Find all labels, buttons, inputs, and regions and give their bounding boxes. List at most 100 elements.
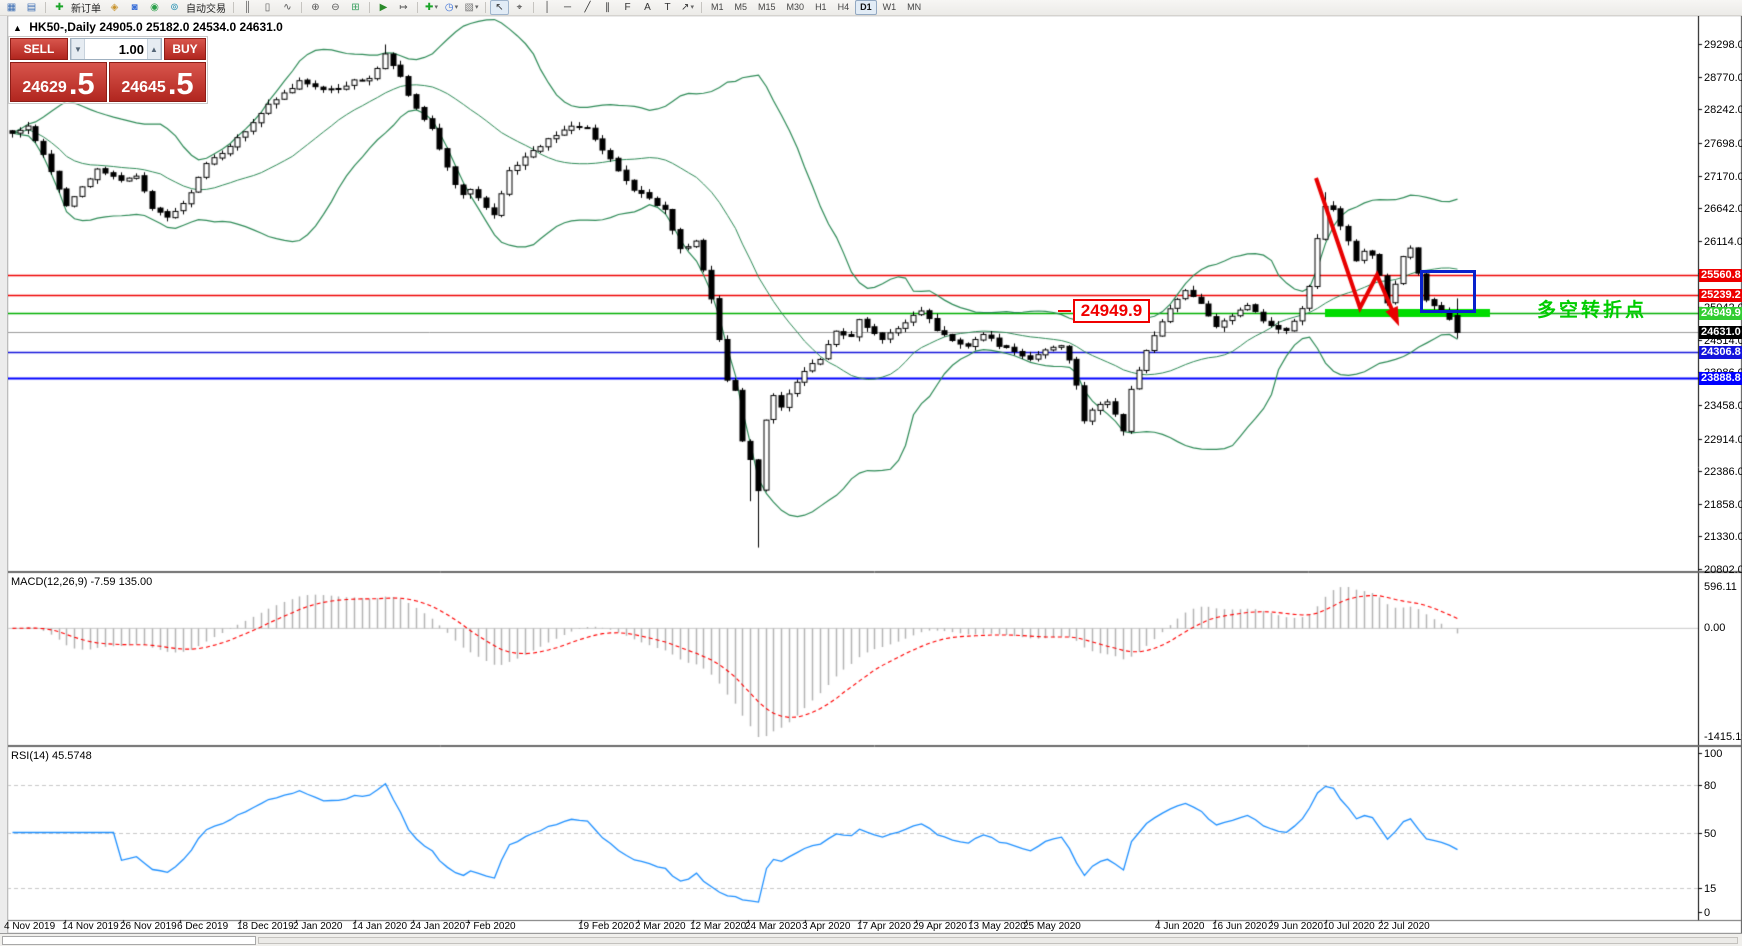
zoom-in-icon[interactable]: ⊕ [311, 2, 320, 13]
highlight-rectangle[interactable] [1420, 270, 1476, 313]
timeframe-button-m15[interactable]: M15 [758, 2, 776, 12]
price-axis-tick: 22914.0 [1704, 433, 1742, 446]
status-field-left [2, 936, 256, 945]
autotrading-label[interactable]: 自动交易 [186, 4, 226, 15]
navigator-icon[interactable]: ◈ [110, 2, 119, 13]
new-order-icon[interactable]: ✚ [55, 2, 64, 13]
equidistant-channel-icon[interactable]: ∥ [605, 2, 610, 13]
buy-price-main: 24645 [121, 79, 166, 96]
text-label-icon[interactable]: T [664, 2, 671, 13]
price-level-tag: 24949.9 [1699, 307, 1742, 320]
sell-price-pip: .5 [68, 66, 95, 101]
date-label: 24 Mar 2020 [745, 921, 802, 932]
volume-box: ▼ ▲ [70, 38, 162, 60]
volume-increase-button[interactable]: ▲ [147, 39, 161, 59]
date-label: 13 May 2020 [968, 921, 1026, 932]
macd-axis-min: -1415.19 [1704, 731, 1742, 743]
sell-price-button[interactable]: 24629.5 [10, 62, 107, 102]
timeframe-button-m5[interactable]: M5 [734, 2, 748, 12]
toolbar-separator [301, 2, 302, 13]
price-level-tag: 23888.8 [1699, 372, 1742, 385]
price-axis-tick: 26642.0 [1704, 202, 1742, 215]
tile-windows-icon[interactable]: ⊞ [351, 2, 360, 13]
sell-button[interactable]: SELL [10, 38, 68, 60]
period-presets-icon[interactable]: ◷ ▾ [444, 2, 459, 13]
template-dropdown-icon[interactable]: ▾ [474, 4, 479, 11]
crosshair-icon[interactable]: ⌖ [516, 2, 523, 13]
template-icon[interactable]: ▧ ▾ [464, 2, 479, 13]
timeframe-button-w1[interactable]: W1 [882, 2, 897, 12]
price-axis-tick: 27698.0 [1704, 137, 1742, 150]
cursor-icon[interactable]: ↖ [490, 0, 509, 15]
macd-indicator-label: MACD(12,26,9) -7.59 135.00 [11, 576, 153, 588]
fibonacci-icon[interactable]: F [624, 2, 631, 13]
arrows-dropdown-icon[interactable]: ▾ [690, 4, 694, 11]
candlestick-chart-icon[interactable]: ▯ [264, 2, 271, 13]
timeframe-button-mn[interactable]: MN [907, 2, 922, 12]
vertical-line-icon[interactable]: │ [544, 2, 551, 13]
volume-input[interactable] [85, 39, 147, 59]
timeframe-button-m1[interactable]: M1 [711, 2, 724, 12]
new-order-label[interactable]: 新订单 [71, 4, 101, 15]
price-axis-tick: 27170.0 [1704, 170, 1742, 183]
date-label: 14 Jan 2020 [352, 921, 408, 932]
rsi-indicator-label: RSI(14) 45.5748 [11, 750, 92, 762]
price-callout-box[interactable]: 24949.9 [1073, 299, 1150, 323]
date-label: 4 Nov 2019 [4, 921, 56, 932]
auto-scroll-icon[interactable]: ▶ [379, 2, 388, 13]
date-label: 29 Jun 2020 [1268, 921, 1324, 932]
ohlc-values: 24905.0 25182.0 24534.0 24631.0 [99, 20, 283, 34]
callout-pointer-line [1058, 310, 1071, 312]
toolbar-separator [701, 2, 702, 13]
signals-icon[interactable]: ◉ [150, 2, 159, 13]
price-axis-tick: 22386.0 [1704, 465, 1742, 478]
status-bar [0, 933, 1742, 946]
buy-price-button[interactable]: 24645.5 [109, 62, 206, 102]
date-label: 12 Mar 2020 [690, 921, 747, 932]
timeframe-button-d1[interactable]: D1 [855, 0, 877, 15]
date-label: 29 Apr 2020 [913, 921, 967, 932]
toolbar-separator [533, 2, 534, 13]
collapse-icon[interactable]: ▲ [13, 23, 22, 33]
terminal-icon[interactable]: ◙ [131, 2, 138, 13]
timeframe-button-h4[interactable]: H4 [837, 2, 850, 12]
timeframe-button-h1[interactable]: H1 [815, 2, 827, 12]
turning-point-annotation[interactable]: 多空转折点 [1537, 300, 1648, 321]
buy-button[interactable]: BUY [164, 38, 206, 60]
toolbar-separator [369, 2, 370, 13]
add-indicator-dropdown-icon[interactable]: ▾ [434, 4, 438, 11]
price-axis-tick: 21858.0 [1704, 498, 1742, 511]
bar-chart-icon[interactable]: ║ [243, 2, 252, 13]
date-label: 7 Feb 2020 [465, 921, 516, 932]
date-label: 18 Dec 2019 [237, 921, 294, 932]
toolbar-separator [485, 2, 486, 13]
horizontal-line-icon[interactable]: ─ [563, 2, 572, 13]
zoom-out-icon[interactable]: ⊖ [331, 2, 340, 13]
macd-axis-zero: 0.00 [1704, 622, 1726, 635]
chart-shift-icon[interactable]: ↦ [399, 2, 408, 13]
rsi-axis-tick: 80 [1704, 779, 1717, 792]
date-label: 2 Jan 2020 [293, 921, 343, 932]
date-label: 3 Apr 2020 [802, 921, 851, 932]
date-label: 19 Feb 2020 [578, 921, 635, 932]
period-presets-dropdown-icon[interactable]: ▾ [454, 4, 459, 11]
volume-decrease-button[interactable]: ▼ [71, 39, 85, 59]
add-indicator-icon[interactable]: ✚ ▾ [425, 2, 438, 13]
new-chart-icon[interactable]: ▦ [6, 2, 17, 13]
date-label: 22 Jul 2020 [1378, 921, 1430, 932]
date-label: 17 Apr 2020 [857, 921, 911, 932]
window-left-edge [0, 15, 8, 934]
price-axis-tick: 23458.0 [1704, 399, 1742, 412]
text-icon[interactable]: A [644, 2, 651, 13]
arrows-icon[interactable]: ↗ ▾ [681, 2, 694, 13]
toolbar-separator [233, 2, 234, 13]
trendline-icon[interactable]: ╱ [584, 2, 591, 13]
timeframe-button-m30[interactable]: M30 [786, 2, 805, 12]
line-chart-icon[interactable]: ∿ [283, 2, 292, 13]
price-axis-tick: 21330.0 [1704, 530, 1742, 543]
date-label: 4 Jun 2020 [1155, 921, 1205, 932]
profiles-icon[interactable]: ▤ [26, 2, 37, 13]
autotrading-icon[interactable]: ⊚ [170, 2, 179, 13]
